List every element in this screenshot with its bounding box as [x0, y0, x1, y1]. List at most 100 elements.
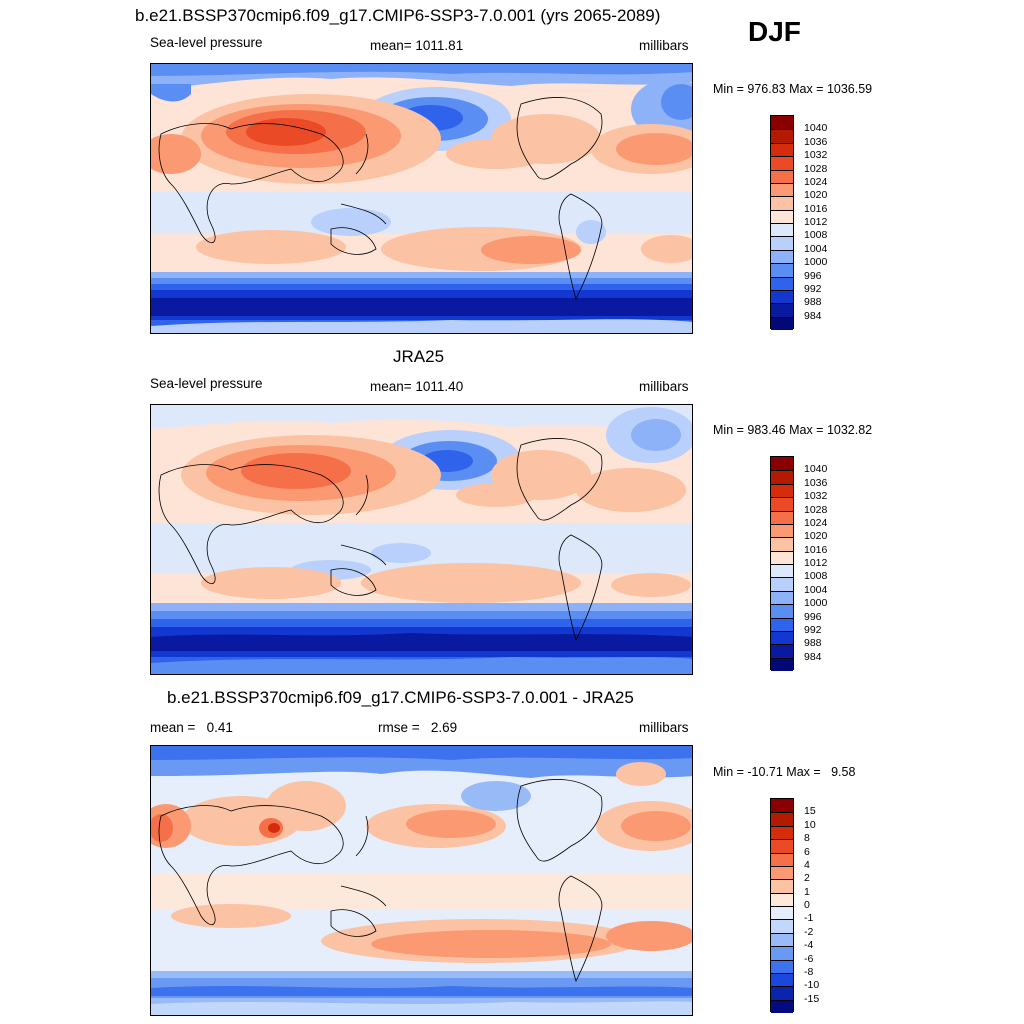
colorbar-box — [771, 986, 793, 1000]
colorbar-tick-label: 1020 — [804, 530, 828, 543]
colorbar-box — [771, 116, 793, 130]
colorbar-box — [771, 892, 793, 906]
colorbar-box — [771, 999, 793, 1013]
colorbar-tick-label: 996 — [804, 269, 822, 282]
colorbar-box — [771, 497, 793, 511]
colorbar-tick-label: 15 — [804, 805, 816, 818]
panel-2-minmax: Min = 983.46 Max = 1032.82 — [713, 423, 873, 437]
colorbar-tick-label: 6 — [804, 845, 810, 858]
colorbar-tick-label: 1040 — [804, 122, 828, 135]
colorbar-box — [771, 196, 793, 210]
colorbar-tick-label: 1000 — [804, 256, 828, 269]
colorbar-box — [771, 879, 793, 893]
panel-1-mean-label: mean= 1011.81 — [370, 38, 464, 53]
panel-2-units-label: millibars — [639, 379, 689, 394]
colorbar-box — [771, 263, 793, 277]
colorbar-box — [771, 457, 793, 471]
colorbar-tick-label: 1004 — [804, 583, 828, 596]
colorbar-box — [771, 550, 793, 564]
panel-2-mean-label: mean= 1011.40 — [370, 379, 464, 394]
colorbar-box — [771, 169, 793, 183]
panel-1-map — [150, 63, 693, 334]
colorbar-box — [771, 972, 793, 987]
panel-2-map — [150, 404, 693, 675]
colorbar-box — [771, 223, 793, 237]
colorbar-box — [771, 657, 793, 671]
colorbar-tick-label: 1020 — [804, 189, 828, 202]
panel-1-colorbar — [770, 115, 794, 330]
colorbar-tick-label: 4 — [804, 858, 810, 871]
panel-2-variable-label: Sea-level pressure — [150, 376, 263, 391]
colorbar-box — [771, 470, 793, 484]
colorbar-box — [771, 617, 793, 631]
panel-1-minmax: Min = 976.83 Max = 1036.59 — [713, 82, 873, 96]
colorbar-tick-label: -15 — [804, 992, 820, 1005]
colorbar-tick-label: 1040 — [804, 463, 828, 476]
panel-3-rmse-label: rmse = 2.69 — [378, 720, 458, 735]
colorbar-box — [771, 630, 793, 645]
panel-1-title: b.e21.BSSP370cmip6.f09_g17.CMIP6-SSP3-7.… — [135, 6, 661, 25]
colorbar-box — [771, 959, 793, 973]
panel-3-minmax: Min = -10.71 Max = 9.58 — [713, 765, 856, 779]
panel-3-colorbar — [770, 798, 794, 1013]
colorbar-box — [771, 839, 793, 853]
colorbar-box — [771, 799, 793, 813]
colorbar-tick-label: 1016 — [804, 202, 828, 215]
colorbar-box — [771, 564, 793, 578]
colorbar-box — [771, 852, 793, 866]
colorbar-tick-label: 1032 — [804, 490, 828, 503]
colorbar-box — [771, 919, 793, 933]
colorbar-box — [771, 483, 793, 498]
colorbar-box — [771, 510, 793, 524]
colorbar-tick-label: -2 — [804, 925, 814, 938]
colorbar-tick-label: 992 — [804, 282, 822, 295]
colorbar-box — [771, 276, 793, 290]
panel-1-units-label: millibars — [639, 38, 689, 53]
colorbar-tick-label: 996 — [804, 610, 822, 623]
colorbar-tick-label: 1008 — [804, 229, 828, 242]
season-label: DJF — [748, 16, 801, 47]
colorbar-box — [771, 182, 793, 197]
colorbar-box — [771, 316, 793, 330]
colorbar-box — [771, 644, 793, 658]
colorbar-box — [771, 537, 793, 551]
panel-2-title: JRA25 — [393, 347, 445, 366]
panel-1-variable-label: Sea-level pressure — [150, 35, 263, 50]
colorbar-tick-label: 1000 — [804, 597, 828, 610]
colorbar-box — [771, 812, 793, 826]
colorbar-tick-label: 1032 — [804, 149, 828, 162]
colorbar-tick-label: 1004 — [804, 242, 828, 255]
colorbar-box — [771, 129, 793, 143]
colorbar-tick-label: -10 — [804, 979, 820, 992]
colorbar-tick-label: 988 — [804, 296, 822, 309]
colorbar-box — [771, 932, 793, 947]
colorbar-box — [771, 249, 793, 264]
panel-3-map — [150, 745, 693, 1016]
colorbar-tick-label: 1016 — [804, 543, 828, 556]
colorbar-tick-label: -6 — [804, 952, 814, 965]
colorbar-tick-label: 1008 — [804, 570, 828, 583]
panel-3-mean-label: mean = 0.41 — [150, 720, 233, 735]
colorbar-box — [771, 236, 793, 250]
colorbar-box — [771, 865, 793, 880]
colorbar-box — [771, 906, 793, 920]
colorbar-tick-label: 984 — [804, 650, 822, 663]
colorbar-tick-label: 1012 — [804, 216, 828, 228]
colorbar-tick-label: -8 — [804, 965, 814, 978]
colorbar-tick-label: -4 — [804, 939, 814, 952]
panel-3-title: b.e21.BSSP370cmip6.f09_g17.CMIP6-SSP3-7.… — [167, 688, 634, 707]
colorbar-box — [771, 303, 793, 317]
colorbar-tick-label: 0 — [804, 899, 810, 911]
colorbar-tick-label: 8 — [804, 832, 810, 845]
colorbar-box — [771, 577, 793, 591]
colorbar-tick-label: 1024 — [804, 516, 828, 529]
panel-3-units-label: millibars — [639, 720, 689, 735]
colorbar-tick-label: 1024 — [804, 175, 828, 188]
colorbar-tick-label: 988 — [804, 637, 822, 650]
colorbar-tick-label: 1 — [804, 885, 810, 898]
colorbar-tick-label: 2 — [804, 872, 810, 885]
colorbar-box — [771, 946, 793, 960]
colorbar-tick-label: 992 — [804, 623, 822, 636]
colorbar-tick-label: -1 — [804, 912, 814, 925]
colorbar-tick-label: 1036 — [804, 476, 828, 489]
